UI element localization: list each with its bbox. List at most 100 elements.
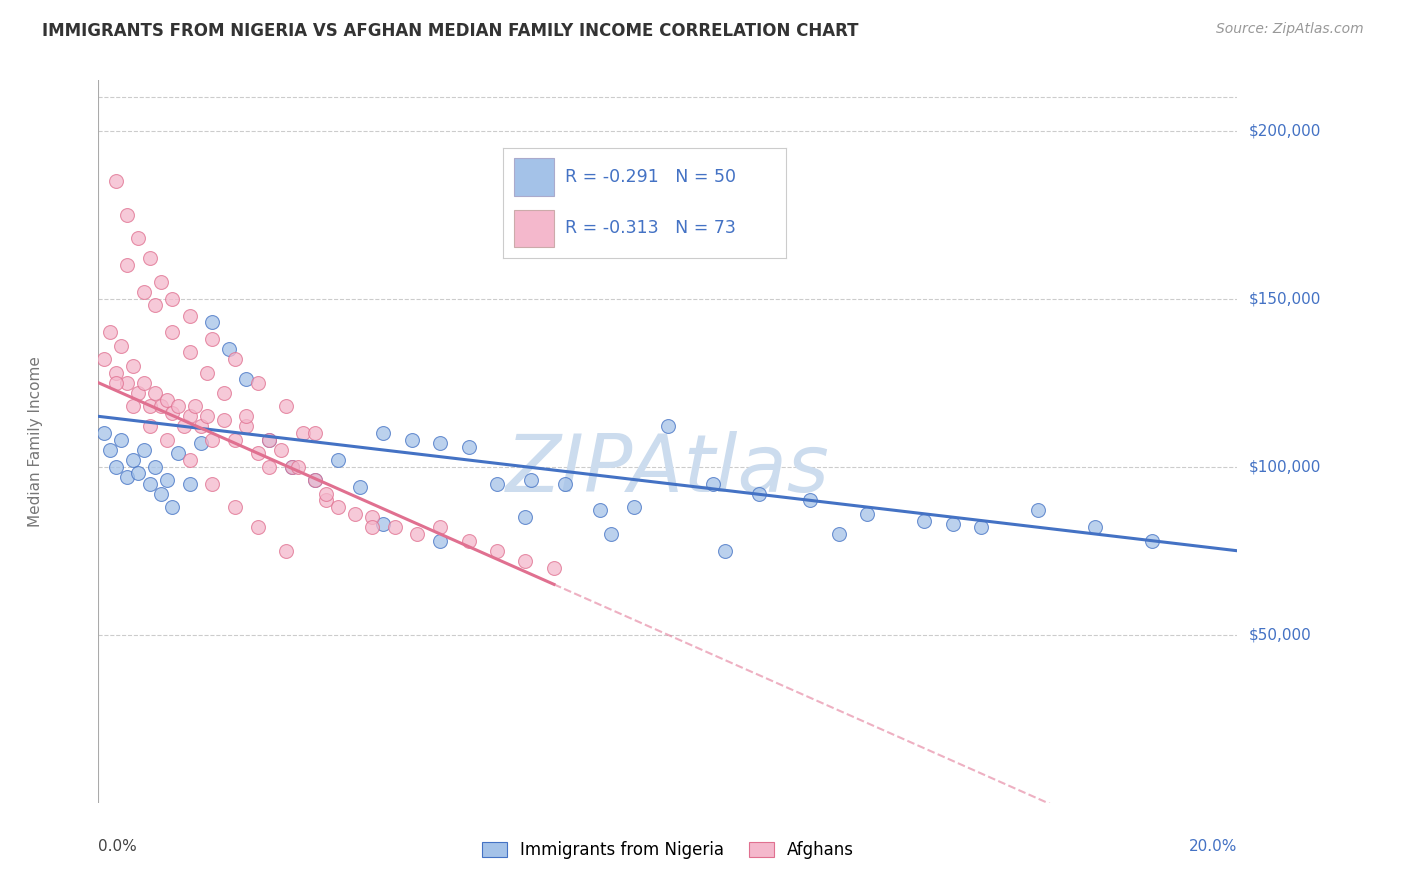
Point xyxy=(212,385,235,400)
Point xyxy=(276,543,298,558)
Point xyxy=(292,426,315,441)
Point xyxy=(145,385,167,400)
Point xyxy=(384,520,406,534)
Text: R = -0.291   N = 50: R = -0.291 N = 50 xyxy=(565,168,735,186)
Point xyxy=(179,453,201,467)
Text: R = -0.313   N = 73: R = -0.313 N = 73 xyxy=(565,219,735,237)
Point xyxy=(190,436,212,450)
Point xyxy=(457,440,479,454)
Point xyxy=(349,480,371,494)
Point xyxy=(828,527,851,541)
Point xyxy=(218,342,240,356)
Point xyxy=(360,520,382,534)
Point xyxy=(179,476,201,491)
Point xyxy=(657,419,679,434)
Point xyxy=(246,446,269,460)
Point xyxy=(406,527,429,541)
Point xyxy=(224,500,246,514)
Point xyxy=(276,399,298,413)
Text: Median Family Income: Median Family Income xyxy=(28,356,44,527)
Point xyxy=(162,326,184,340)
Point xyxy=(246,520,269,534)
Point xyxy=(201,433,224,447)
Point xyxy=(212,413,235,427)
Point xyxy=(235,409,257,424)
Point xyxy=(156,473,179,487)
Point xyxy=(486,543,509,558)
Point xyxy=(543,560,565,574)
Point xyxy=(184,399,207,413)
Point xyxy=(104,459,127,474)
Point xyxy=(179,409,201,424)
Text: $50,000: $50,000 xyxy=(1249,627,1312,642)
Point xyxy=(110,433,132,447)
Point xyxy=(195,366,218,380)
Point xyxy=(623,500,645,514)
Point xyxy=(702,476,724,491)
Point xyxy=(856,507,879,521)
Point xyxy=(373,426,395,441)
Point xyxy=(970,520,993,534)
Point xyxy=(315,486,337,500)
Text: 0.0%: 0.0% xyxy=(98,838,138,854)
Point xyxy=(104,174,127,188)
Point xyxy=(138,252,160,266)
Point xyxy=(162,406,184,420)
Point xyxy=(1084,520,1107,534)
Text: $150,000: $150,000 xyxy=(1249,291,1320,306)
Point xyxy=(93,426,115,441)
Point xyxy=(138,476,160,491)
Point xyxy=(224,433,246,447)
Point xyxy=(343,507,366,521)
Point xyxy=(304,473,326,487)
Point xyxy=(121,453,143,467)
Point xyxy=(132,376,155,390)
Point xyxy=(315,493,337,508)
Point xyxy=(179,309,201,323)
Point xyxy=(259,459,281,474)
Point xyxy=(162,500,184,514)
Point xyxy=(156,433,179,447)
Point xyxy=(515,554,537,568)
Point xyxy=(150,399,173,413)
Point xyxy=(127,231,149,245)
Point xyxy=(115,470,138,484)
Point xyxy=(401,433,423,447)
Point xyxy=(104,376,127,390)
Point xyxy=(127,467,149,481)
Point xyxy=(246,376,269,390)
FancyBboxPatch shape xyxy=(515,158,554,195)
Point xyxy=(515,510,537,524)
Point xyxy=(224,352,246,367)
Point xyxy=(145,298,167,312)
Point xyxy=(714,543,737,558)
Point xyxy=(326,500,349,514)
Point xyxy=(150,275,173,289)
Point xyxy=(588,503,610,517)
Point xyxy=(132,285,155,299)
Point xyxy=(554,476,576,491)
Point xyxy=(98,442,121,457)
Text: 20.0%: 20.0% xyxy=(1189,838,1237,854)
Point xyxy=(912,514,935,528)
Point xyxy=(1026,503,1049,517)
Point xyxy=(486,476,509,491)
Point xyxy=(201,315,224,329)
Point xyxy=(235,372,257,386)
Point xyxy=(162,292,184,306)
Point xyxy=(281,459,304,474)
Point xyxy=(270,442,292,457)
Point xyxy=(799,493,821,508)
Point xyxy=(138,419,160,434)
Point xyxy=(600,527,623,541)
Text: IMMIGRANTS FROM NIGERIA VS AFGHAN MEDIAN FAMILY INCOME CORRELATION CHART: IMMIGRANTS FROM NIGERIA VS AFGHAN MEDIAN… xyxy=(42,22,859,40)
Point xyxy=(138,399,160,413)
Point xyxy=(104,366,127,380)
Point xyxy=(429,436,451,450)
Point xyxy=(121,399,143,413)
Point xyxy=(457,533,479,548)
Point xyxy=(429,533,451,548)
Point xyxy=(167,399,190,413)
Point xyxy=(520,473,543,487)
Point xyxy=(748,486,770,500)
